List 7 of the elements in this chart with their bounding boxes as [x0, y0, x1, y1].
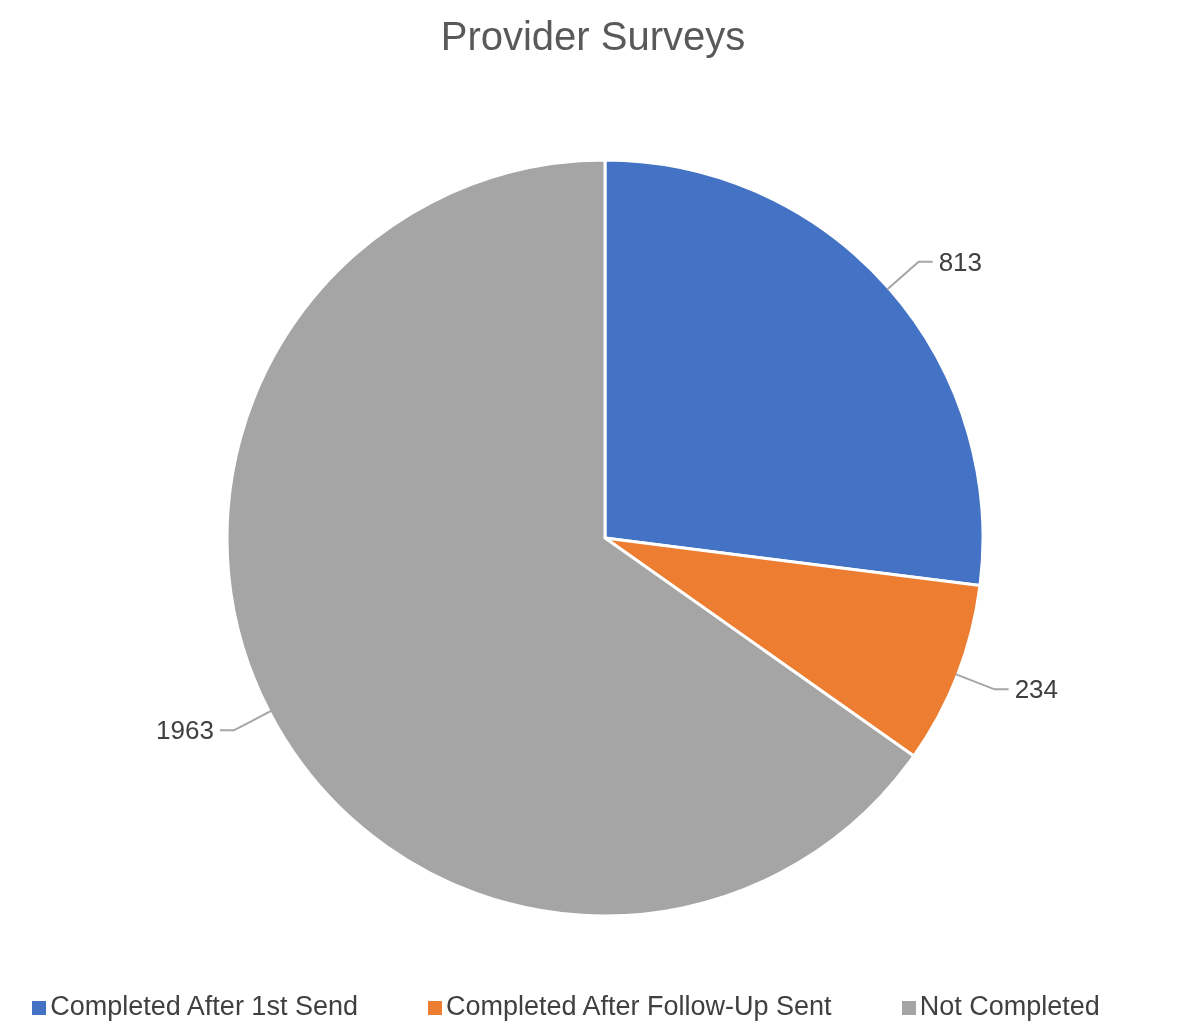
- data-label: 234: [1014, 674, 1059, 705]
- legend-label: Not Completed: [919, 991, 1100, 1021]
- legend-label: Completed After 1st Send: [50, 991, 358, 1021]
- data-label: 813: [938, 246, 983, 277]
- legend-label: Completed After Follow-Up Sent: [445, 991, 832, 1021]
- data-label: 1963: [156, 715, 214, 746]
- chart-title: Provider Surveys: [440, 14, 746, 58]
